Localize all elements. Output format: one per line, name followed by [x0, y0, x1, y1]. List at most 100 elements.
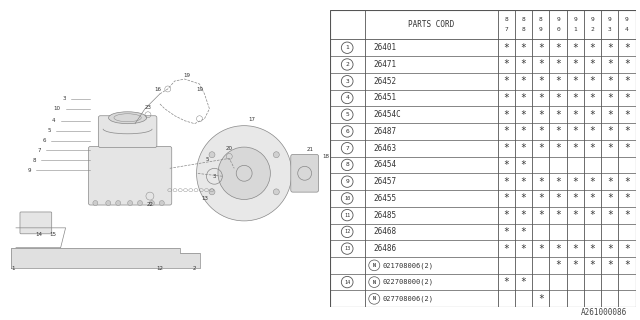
Text: *: * [607, 76, 612, 86]
Text: 26457: 26457 [373, 177, 396, 186]
Text: *: * [555, 177, 561, 187]
Text: *: * [607, 93, 612, 103]
Text: *: * [572, 60, 578, 69]
Text: 8: 8 [504, 17, 508, 22]
Text: *: * [572, 126, 578, 136]
Text: *: * [572, 210, 578, 220]
Text: *: * [589, 76, 595, 86]
Text: 12: 12 [344, 229, 350, 234]
Text: 18: 18 [323, 154, 330, 159]
Text: *: * [555, 126, 561, 136]
Text: 14: 14 [35, 232, 42, 237]
Text: *: * [624, 43, 630, 53]
Text: *: * [521, 177, 527, 187]
Text: *: * [504, 60, 509, 69]
Text: *: * [504, 193, 509, 204]
FancyBboxPatch shape [20, 212, 52, 234]
Text: 3: 3 [608, 27, 612, 32]
Text: *: * [521, 110, 527, 120]
Text: *: * [555, 60, 561, 69]
Text: *: * [521, 160, 527, 170]
Text: *: * [555, 143, 561, 153]
Text: *: * [624, 193, 630, 204]
Text: 8: 8 [522, 27, 525, 32]
Text: 14: 14 [344, 280, 350, 284]
Text: *: * [589, 110, 595, 120]
Circle shape [106, 201, 111, 205]
Text: *: * [504, 227, 509, 237]
Text: 26471: 26471 [373, 60, 396, 69]
Text: 4: 4 [346, 95, 349, 100]
Text: *: * [572, 43, 578, 53]
Circle shape [209, 152, 215, 158]
Text: 7: 7 [504, 27, 508, 32]
Text: *: * [589, 244, 595, 254]
Text: 9: 9 [608, 17, 612, 22]
Text: 9: 9 [556, 17, 560, 22]
Text: *: * [538, 126, 544, 136]
Text: 6: 6 [346, 129, 349, 134]
Text: *: * [572, 93, 578, 103]
Circle shape [93, 201, 98, 205]
Text: 4: 4 [625, 27, 628, 32]
Text: 5: 5 [346, 112, 349, 117]
Text: 8: 8 [539, 17, 543, 22]
Text: *: * [607, 177, 612, 187]
Text: A261000086: A261000086 [581, 308, 627, 317]
Text: 26468: 26468 [373, 228, 396, 236]
Text: 23: 23 [145, 105, 152, 110]
Text: *: * [572, 193, 578, 204]
Text: *: * [572, 177, 578, 187]
Ellipse shape [109, 112, 147, 124]
Text: 021708006(2): 021708006(2) [383, 262, 434, 268]
Circle shape [138, 201, 143, 205]
Text: *: * [538, 193, 544, 204]
Text: *: * [538, 60, 544, 69]
Text: *: * [521, 43, 527, 53]
Text: *: * [521, 277, 527, 287]
Text: *: * [607, 260, 612, 270]
Circle shape [127, 201, 132, 205]
Text: 13: 13 [201, 196, 208, 201]
Text: *: * [504, 76, 509, 86]
Text: *: * [624, 76, 630, 86]
Text: 26486: 26486 [373, 244, 396, 253]
Text: *: * [521, 126, 527, 136]
Text: *: * [504, 143, 509, 153]
Text: *: * [624, 143, 630, 153]
FancyBboxPatch shape [99, 116, 157, 148]
Text: 10: 10 [54, 106, 61, 111]
Text: *: * [607, 110, 612, 120]
Text: *: * [504, 244, 509, 254]
Text: 13: 13 [344, 246, 350, 251]
Text: *: * [538, 93, 544, 103]
Text: *: * [607, 43, 612, 53]
Text: 21: 21 [307, 148, 314, 152]
Text: 12: 12 [156, 267, 163, 271]
Text: 10: 10 [344, 196, 350, 201]
Text: *: * [555, 260, 561, 270]
Text: 26451: 26451 [373, 93, 396, 102]
Text: 15: 15 [49, 232, 56, 237]
Text: 9: 9 [28, 168, 31, 173]
Polygon shape [11, 248, 200, 268]
Text: *: * [538, 177, 544, 187]
Text: *: * [521, 60, 527, 69]
Text: *: * [538, 43, 544, 53]
Text: *: * [624, 177, 630, 187]
Text: *: * [538, 210, 544, 220]
Text: 19: 19 [196, 87, 203, 92]
Text: 4: 4 [52, 118, 56, 123]
Text: 16: 16 [154, 87, 161, 92]
Text: 9: 9 [625, 17, 628, 22]
Text: *: * [572, 244, 578, 254]
Text: 3: 3 [346, 79, 349, 84]
Text: 26455: 26455 [373, 194, 396, 203]
Text: *: * [607, 60, 612, 69]
Text: 9: 9 [346, 179, 349, 184]
Text: 3: 3 [212, 174, 216, 179]
Text: 8: 8 [346, 163, 349, 167]
Text: *: * [538, 244, 544, 254]
Text: *: * [624, 260, 630, 270]
Circle shape [209, 189, 215, 195]
